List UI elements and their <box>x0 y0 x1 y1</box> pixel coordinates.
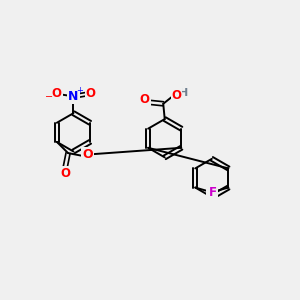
Text: O: O <box>86 87 96 100</box>
Text: O: O <box>60 167 70 180</box>
Text: O: O <box>52 87 62 100</box>
Text: F: F <box>207 186 215 199</box>
Text: O: O <box>82 148 92 161</box>
Text: O: O <box>140 93 150 106</box>
Text: N: N <box>68 90 79 103</box>
Text: F: F <box>209 186 217 199</box>
Text: +: + <box>76 86 83 95</box>
Text: −: − <box>45 92 53 102</box>
Text: O: O <box>172 89 182 102</box>
Text: H: H <box>178 88 188 98</box>
